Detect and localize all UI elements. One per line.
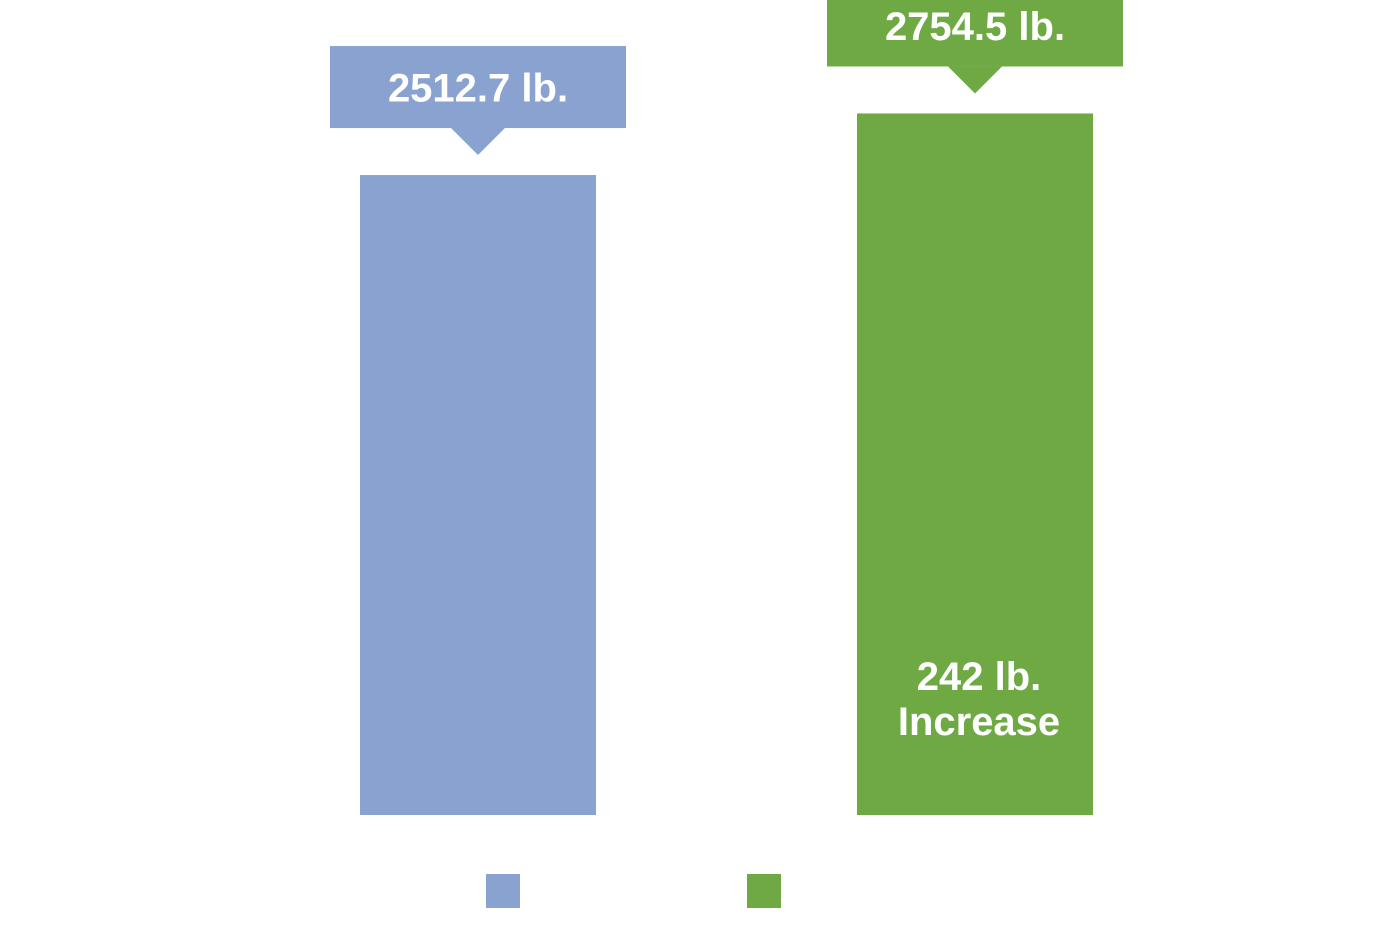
bars	[360, 113, 1093, 816]
data-label: 2754.5 lb.	[885, 5, 1065, 49]
data-label: 2512.7 lb.	[388, 66, 568, 110]
legend-swatch-1	[486, 874, 520, 908]
value-callouts: 2512.7 lb. 2754.5 lb.	[330, 0, 1123, 156]
callout-box	[330, 46, 626, 129]
callout-box	[827, 0, 1123, 67]
increase-annotation-amount: 242 lb.	[917, 655, 1042, 699]
legend-swatch-2	[747, 874, 781, 908]
increase-annotation-label: Increase	[898, 700, 1060, 744]
bar-2	[857, 113, 1093, 816]
value-callout-2: 2754.5 lb.	[827, 0, 1123, 94]
callout-pointer	[948, 66, 1002, 94]
callout-pointer	[451, 128, 505, 156]
legend	[486, 874, 781, 908]
bar-1	[360, 175, 596, 815]
value-callout-1: 2512.7 lb.	[330, 46, 626, 156]
